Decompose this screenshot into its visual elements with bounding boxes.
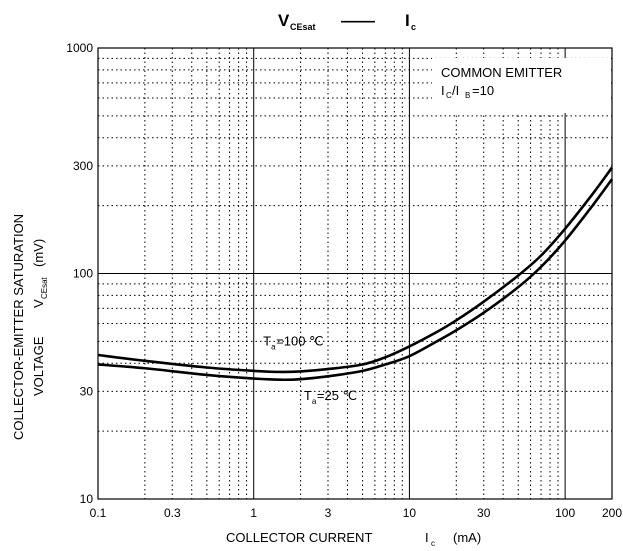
- series-line-ta-100c: [97, 166, 614, 374]
- series-label-end: =100 ℃: [276, 333, 324, 348]
- y-tick-labels: 10 30 100 300 1000: [66, 41, 93, 506]
- y-tick-label: 30: [80, 384, 94, 398]
- x-tick-label: 0.1: [90, 506, 107, 520]
- condition-ic-main: I: [441, 83, 445, 98]
- x-axis-label-symbol: I: [425, 530, 429, 545]
- title-vce-main: V: [278, 11, 290, 30]
- y-axis-label: COLLECTOR-EMITTER SATURATION VOLTAGE V C…: [11, 214, 49, 440]
- series-label-sub: a: [271, 342, 276, 351]
- x-tick-label: 3: [325, 506, 332, 520]
- x-tick-labels: 0.1 0.3 1 3 10 30 100 200: [90, 506, 623, 520]
- condition-end: =10: [472, 83, 494, 98]
- y-axis-label-unit: (mV): [31, 239, 46, 267]
- series-label-sub: a: [312, 397, 317, 406]
- plot-frame: [97, 47, 613, 500]
- condition-line1: COMMON EMITTER: [441, 65, 562, 80]
- x-tick-label: 0.3: [164, 506, 181, 520]
- condition-ic-sub: C: [446, 91, 452, 100]
- x-axis-label: COLLECTOR CURRENT I c (mA): [226, 530, 481, 548]
- y-axis-label-line2: VOLTAGE: [31, 336, 46, 396]
- title-ic-main: I: [405, 11, 410, 30]
- x-tick-label: 1: [250, 506, 257, 520]
- x-axis-label-unit: (mA): [453, 530, 481, 545]
- title-vce-sub: CEsat: [290, 22, 316, 32]
- condition-box: COMMON EMITTER I C /I B =10: [432, 58, 608, 113]
- y-axis-label-line1: COLLECTOR-EMITTER SATURATION: [11, 214, 26, 440]
- series-label-main: T: [263, 333, 271, 348]
- y-axis-label-symbol: V: [31, 299, 46, 308]
- title-ic-sub: c: [411, 22, 416, 32]
- x-tick-label: 200: [602, 506, 622, 520]
- series-label-main: T: [304, 388, 312, 403]
- data-series: [97, 166, 614, 382]
- x-tick-label: 100: [555, 506, 575, 520]
- x-axis-label-symbol-sub: c: [431, 539, 435, 548]
- y-tick-label: 1000: [66, 41, 93, 55]
- condition-sep: /I: [452, 83, 459, 98]
- x-tick-label: 30: [477, 506, 491, 520]
- chart-title: V CEsat —— I c: [278, 11, 416, 32]
- y-tick-label: 10: [80, 492, 94, 506]
- y-axis-label-symbol-sub: CEsat: [40, 276, 49, 299]
- y-tick-label: 300: [73, 159, 93, 173]
- x-axis-label-text: COLLECTOR CURRENT: [226, 530, 372, 545]
- series-line-ta-25c: [97, 178, 614, 382]
- title-dash: ——: [341, 11, 375, 30]
- condition-ib-sub: B: [465, 91, 470, 100]
- condition-box-frame: [432, 58, 608, 113]
- y-tick-label: 100: [73, 267, 93, 281]
- x-tick-label: 10: [403, 506, 417, 520]
- series-label-end: =25 ℃: [317, 388, 357, 403]
- plot-grid: [98, 48, 612, 499]
